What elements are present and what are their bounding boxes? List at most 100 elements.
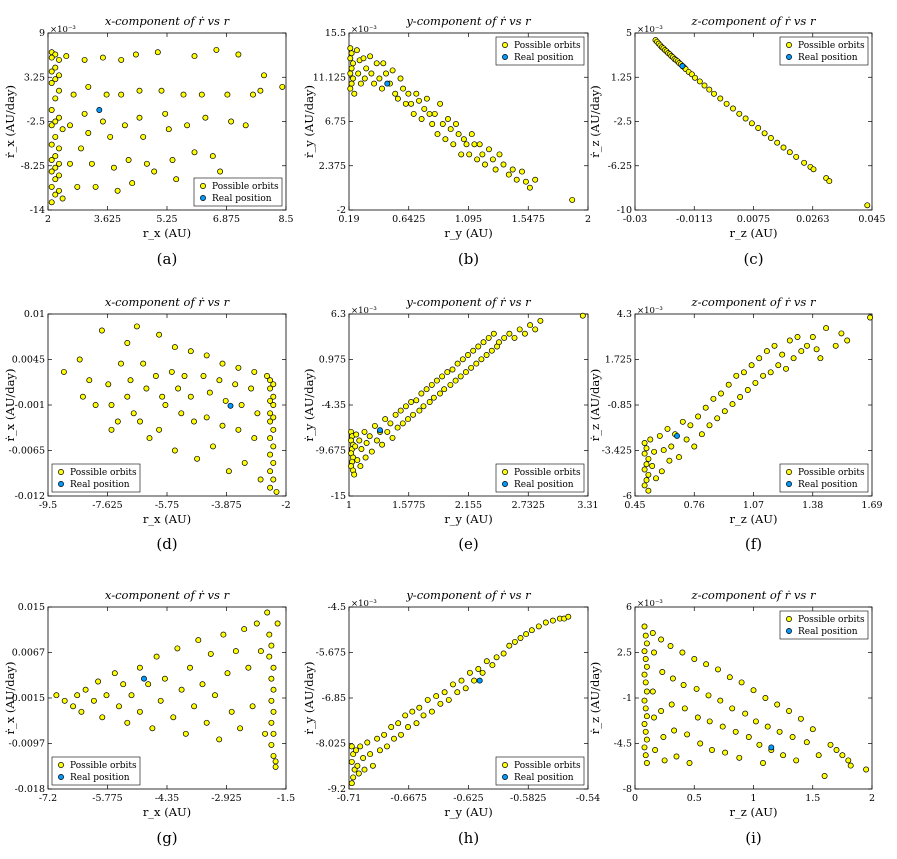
x-tick-label: 2 [869,793,875,804]
possible-orbit-point [676,454,682,461]
y-tick-label: 2.5 [617,648,632,659]
x-axis-label: r_y (AU) [444,805,492,819]
possible-orbit-point [723,100,730,107]
possible-orbit-point [470,347,477,354]
possible-orbit-point [270,402,277,408]
possible-orbit-point [652,747,659,753]
possible-orbit-point [216,377,223,384]
possible-orbit-point [48,141,55,148]
possible-orbit-point [347,55,354,62]
possible-orbit-point [864,202,871,209]
possible-orbit-point [405,416,411,423]
y-axis-label: ṙ_y (AU/day) [302,369,316,442]
possible-orbit-point [347,85,354,92]
possible-orbit-point [810,166,817,173]
possible-orbit-point [118,56,125,63]
x-tick-label: -5.75 [155,500,179,511]
possible-orbit-point [184,122,191,129]
possible-orbit-point [506,642,513,649]
possible-orbit-point [397,75,404,82]
possible-orbit-point [480,339,487,346]
possible-orbit-point [254,410,261,417]
data-points [60,323,280,495]
possible-orbit-point [710,395,717,402]
possible-orbit-point [162,402,169,408]
possible-orbit-point [742,115,749,122]
y-axis-label: ṙ_z (AU/day) [588,85,602,158]
legend-label-real: Real position [798,53,858,63]
possible-orbit-point [647,436,654,443]
legend-marker-real [786,54,792,60]
possible-orbit-point [220,631,227,638]
possible-orbit-point [159,393,166,400]
possible-orbit-point [128,692,135,699]
subfigure-label: (e) [458,535,479,553]
possible-orbit-point [114,418,121,425]
possible-orbit-point [267,435,274,442]
possible-orbit-point [471,677,478,684]
possible-orbit-point [52,153,59,160]
possible-orbit-point [813,346,820,353]
possible-orbit-point [165,126,172,133]
possible-orbit-point [392,411,399,418]
possible-orbit-point [105,381,112,388]
possible-orbit-point [270,381,277,388]
x-tick-label: 0 [632,793,638,804]
possible-orbit-point [468,364,475,371]
y-tick-label: 3.25 [24,72,45,83]
possible-orbit-point [162,110,169,117]
possible-orbit-point [641,466,648,473]
possible-orbit-point [702,404,709,411]
possible-orbit-point [794,334,801,340]
possible-orbit-point [433,377,440,384]
x-tick-label: -2 [281,500,290,511]
y-tick-label: 0.975 [319,355,346,366]
possible-orbit-point [358,446,365,452]
subplot-d: x-component of ṙ vs r -9.5 -7.625 -5.75 -3.8… [3,295,291,526]
possible-orbit-point [394,424,401,431]
possible-orbit-point [267,385,274,392]
possible-orbit-point [790,355,797,362]
possible-orbit-point [347,45,354,52]
possible-orbit-point [752,718,759,725]
possible-orbit-point [235,426,242,433]
x-tick-label: 3.31 [577,500,598,511]
possible-orbit-point [760,372,767,379]
possible-orbit-point [408,399,415,405]
possible-orbit-point [786,149,793,156]
possible-orbit-point [48,54,55,61]
possible-orbit-point [369,762,376,769]
possible-orbit-point [225,468,232,475]
possible-orbit-point [447,381,454,388]
possible-orbit-point [60,368,67,375]
possible-orbit-point [392,90,399,97]
possible-orbit-point [394,95,401,102]
possible-orbit-point [361,75,368,82]
real-position-point [96,107,103,113]
legend-label-real: Real position [798,627,858,637]
possible-orbit-point [729,705,736,712]
possible-orbit-point [76,356,83,363]
possible-orbit-point [656,432,663,439]
x-tick-label: 1.07 [743,500,764,511]
possible-orbit-point [92,402,99,408]
x-tick-label: 0.5 [687,793,702,804]
possible-orbit-point [86,377,93,384]
subplot-e: y-component of ṙ vs r ×10⁻³ 1 1.5775 2.155 2.… [302,295,599,526]
data-points [641,314,874,494]
x-tick-label: -0.54 [576,793,600,804]
possible-orbit-point [471,141,478,148]
possible-orbit-point [780,752,787,759]
possible-orbit-point [522,178,529,185]
possible-orbit-point [56,172,62,179]
possible-orbit-point [645,455,652,462]
possible-orbit-point [786,708,792,714]
possible-orbit-point [505,171,512,178]
possible-orbit-point [174,645,181,652]
possible-orbit-point [143,160,150,167]
possible-orbit-point [169,157,176,163]
subplot-a: x-component of ṙ vs r ×10⁻³ 2 3.625 5.25 6.87… [3,14,294,240]
chart-title: z-component of ṙ vs r [691,295,817,309]
possible-orbit-point [809,726,816,733]
possible-orbit-point [509,166,516,173]
